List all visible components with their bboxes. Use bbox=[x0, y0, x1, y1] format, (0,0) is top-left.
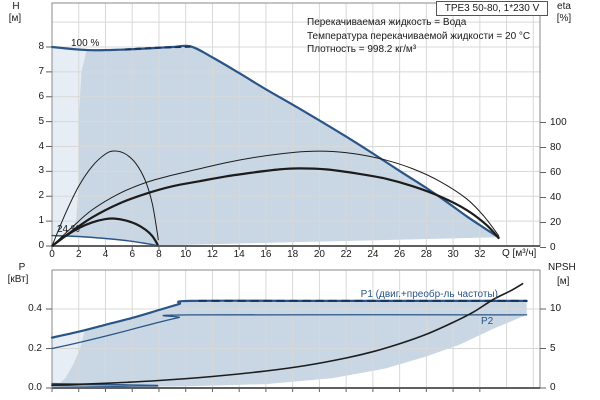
head-curve-100pct-dashes bbox=[124, 45, 191, 51]
q-tick-label: 24 bbox=[367, 249, 379, 260]
npsh-tick-label: 10 bbox=[550, 303, 562, 314]
speed-100-label: 100 % bbox=[71, 38, 100, 49]
q-tick-label: 12 bbox=[206, 249, 218, 260]
h-axis-unit: [м] bbox=[8, 13, 22, 24]
eta-tick-label: 100 bbox=[550, 116, 567, 128]
tick-marks bbox=[46, 46, 546, 392]
head-curve-100pct bbox=[50, 44, 500, 239]
q-tick-label: 0 bbox=[49, 249, 55, 260]
h-tick-label: 0 bbox=[38, 240, 44, 251]
npsh-tick-label: 5 bbox=[550, 342, 556, 354]
p1-curve-label: P1 (двиг.+преобр-ль частоты) bbox=[360, 289, 498, 300]
condition-density: Плотность = 998.2 кг/м³ bbox=[307, 44, 417, 55]
q-tick-label: 20 bbox=[313, 249, 325, 260]
eta-tick-label: 0 bbox=[550, 241, 556, 253]
gridlines bbox=[52, 270, 540, 388]
h-tick-label: 5 bbox=[38, 115, 44, 127]
q-tick-label: 30 bbox=[447, 249, 459, 260]
p2-curve-24pct bbox=[51, 385, 159, 388]
p2-curve-label: P2 bbox=[481, 316, 494, 327]
efficiency-pump-curve bbox=[50, 167, 500, 248]
q-tick-label: 6 bbox=[129, 249, 135, 260]
p1-curve-24pct bbox=[51, 382, 159, 387]
eta-tick-label: 40 bbox=[550, 191, 562, 203]
q-tick-label: 16 bbox=[260, 249, 272, 260]
p2-curve bbox=[51, 314, 528, 350]
q-tick-label: 10 bbox=[180, 249, 192, 260]
q-tick-label: 8 bbox=[156, 249, 162, 260]
condition-temperature: Температура перекачиваемой жидкости = 20… bbox=[307, 30, 531, 42]
q-tick-label: 4 bbox=[102, 249, 109, 260]
h-tick-label: 1 bbox=[38, 215, 44, 227]
eta-axis-title: eta bbox=[557, 1, 571, 12]
q-tick-label: 32 bbox=[474, 249, 486, 260]
eta-tick-label: 20 bbox=[550, 216, 562, 228]
eta-axis-unit: [%] bbox=[556, 13, 572, 24]
q-tick-label: 18 bbox=[287, 249, 299, 260]
p-axis-title: P bbox=[18, 262, 26, 273]
p-tick-label: 0.0 bbox=[28, 382, 42, 393]
q-tick-label: 28 bbox=[420, 249, 432, 260]
p-tick-label: 0.4 bbox=[28, 303, 42, 314]
power-envelope-fill bbox=[52, 300, 527, 388]
h-tick-label: 4 bbox=[38, 140, 44, 152]
npsh-axis-unit: [м] bbox=[557, 276, 570, 287]
h-tick-label: 3 bbox=[38, 165, 44, 177]
q-tick-label: 22 bbox=[340, 249, 352, 260]
head-curve-24pct bbox=[51, 234, 159, 247]
low-flow-power-region-fill bbox=[52, 330, 85, 386]
efficiency-arc-24pct-thin bbox=[51, 150, 159, 247]
eta-tick-label: 80 bbox=[550, 141, 562, 153]
npsh-tick-label: 0 bbox=[550, 382, 556, 393]
h-axis-title: H bbox=[12, 1, 20, 12]
p-axis-unit: [кВт] bbox=[7, 274, 29, 285]
npsh-axis-title: NPSH bbox=[548, 262, 576, 273]
q-tick-label: 2 bbox=[75, 249, 82, 260]
npsh-curve bbox=[51, 282, 524, 386]
h-tick-label: 6 bbox=[38, 90, 44, 102]
condition-liquid: Перекачиваемая жидкость = Вода bbox=[307, 17, 467, 28]
h-tick-label: 7 bbox=[38, 65, 44, 77]
gridlines bbox=[52, 3, 540, 246]
efficiency-total-curve bbox=[51, 150, 500, 247]
speed-24-label: 24 % bbox=[57, 224, 80, 235]
pump-model-badge: TPE3 50-80, 1*230 V bbox=[436, 1, 548, 16]
q-axis-title: Q [м³/ч] bbox=[502, 248, 537, 259]
h-tick-label: 8 bbox=[38, 41, 44, 52]
h-tick-label: 2 bbox=[38, 190, 44, 202]
efficiency-arc-24pct-thick bbox=[50, 217, 159, 248]
q-tick-label: 26 bbox=[394, 249, 406, 260]
operating-conditions: Перекачиваемая жидкость = Вода Температу… bbox=[307, 16, 530, 57]
low-flow-control-region-fill bbox=[52, 47, 87, 236]
eta-tick-label: 60 bbox=[550, 166, 562, 178]
q-tick-label: 14 bbox=[233, 249, 245, 260]
pump-model-label: TPE3 50-80, 1*230 V bbox=[444, 3, 540, 14]
p-tick-label: 0.2 bbox=[28, 342, 42, 354]
